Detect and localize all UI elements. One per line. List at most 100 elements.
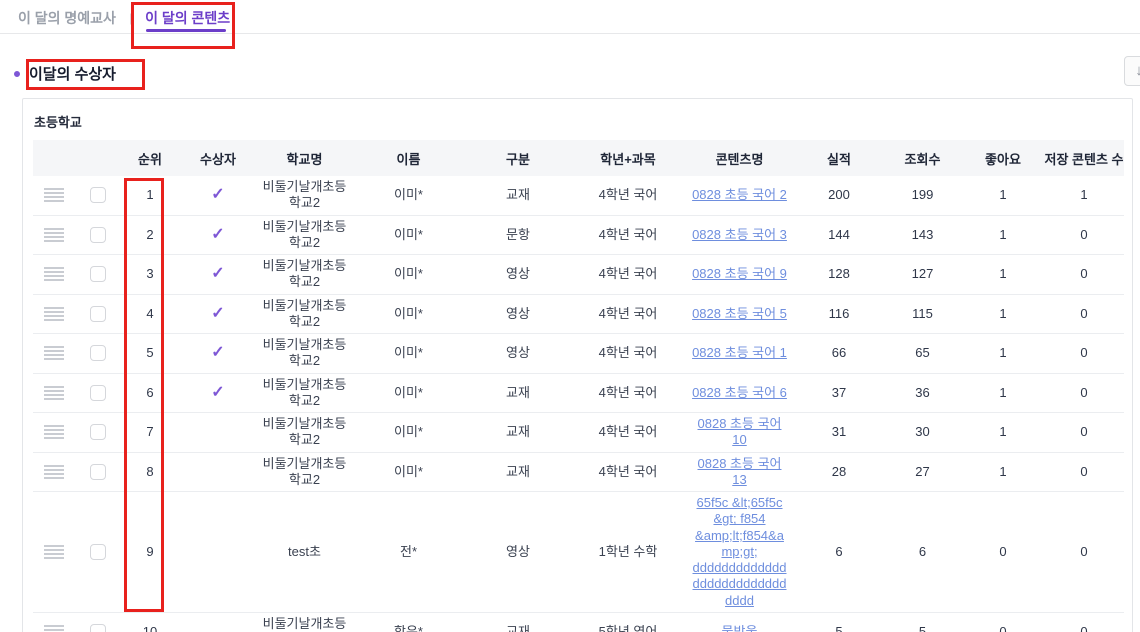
winner-cell: ✓ bbox=[180, 215, 256, 255]
school-cell: 비둘기날개초등학교2 bbox=[262, 416, 347, 448]
saved-count-cell: 0 bbox=[1080, 623, 1088, 632]
tab-monthly-honor-teacher[interactable]: 이 달의 명예교사 bbox=[18, 10, 116, 26]
column-header-7: 학년+과목 bbox=[600, 151, 656, 167]
views-cell: 27 bbox=[915, 463, 930, 479]
content-cell: 0828 초등 국어 9 bbox=[684, 255, 795, 295]
likes-cell: 0 bbox=[999, 543, 1007, 559]
winner-check-icon: ✓ bbox=[211, 225, 225, 243]
row-checkbox[interactable] bbox=[89, 384, 106, 401]
content-link[interactable]: 0828 초등 국어 10 bbox=[697, 416, 782, 448]
winner-cell bbox=[180, 612, 256, 632]
tab-separator: | bbox=[128, 11, 133, 25]
name-cell: 이미* bbox=[394, 226, 423, 242]
winner-cell: ✓ bbox=[180, 373, 256, 413]
row-checkbox[interactable] bbox=[89, 424, 106, 441]
content-link[interactable]: 65f5c &lt;65f5c &gt; f854 &amp;lt;f854&a… bbox=[692, 495, 787, 608]
checkbox-cell bbox=[75, 294, 120, 334]
column-header-9: 실적 bbox=[827, 151, 851, 167]
name-cell: 전* bbox=[399, 543, 418, 559]
drag-handle-cell bbox=[33, 294, 75, 334]
grade-subject-cell: 4학년 국어 bbox=[598, 305, 658, 321]
winner-cell bbox=[180, 492, 256, 613]
grade-subject-cell: 4학년 국어 bbox=[598, 424, 658, 440]
performance-cell: 28 bbox=[831, 463, 847, 479]
section-bullet-icon bbox=[14, 70, 20, 77]
performance-cell: 200 bbox=[828, 187, 850, 203]
column-header-11: 좋아요 bbox=[985, 151, 1021, 167]
content-link[interactable]: 0828 초등 국어 9 bbox=[692, 266, 787, 282]
saved-count-cell: 0 bbox=[1080, 424, 1088, 440]
winner-check-icon: ✓ bbox=[211, 186, 225, 204]
row-checkbox[interactable] bbox=[89, 345, 106, 362]
saved-count-cell: 0 bbox=[1080, 463, 1088, 479]
winner-cell: ✓ bbox=[180, 176, 256, 215]
row-checkbox[interactable] bbox=[89, 543, 106, 560]
column-header-0 bbox=[33, 140, 75, 176]
content-link[interactable]: 0828 초등 국어 2 bbox=[692, 187, 787, 203]
drag-handle-cell bbox=[33, 215, 75, 255]
saved-count-cell: 0 bbox=[1080, 543, 1088, 559]
category-cell: 교재 bbox=[506, 384, 530, 400]
rank-cell: 10 bbox=[142, 623, 158, 632]
drag-handle-icon[interactable] bbox=[44, 464, 64, 479]
checkbox-cell bbox=[75, 413, 120, 453]
grade-subject-cell: 4학년 국어 bbox=[598, 187, 658, 203]
content-cell: 0828 초등 국어 5 bbox=[684, 294, 795, 334]
content-link[interactable]: 0828 초등 국어 3 bbox=[692, 226, 787, 242]
winners-table: 순위 수상자 학교명 이름 구분 학년+과목 콘텐츠명 실적 조회수 좋아요 저장 콘텐츠 수 1 ✓… bbox=[33, 140, 1124, 632]
checkbox-cell bbox=[75, 373, 120, 413]
row-checkbox[interactable] bbox=[89, 305, 106, 322]
performance-cell: 66 bbox=[831, 345, 847, 361]
saved-count-cell: 0 bbox=[1080, 345, 1088, 361]
download-button[interactable]: ↓ bbox=[1124, 56, 1140, 86]
likes-cell: 1 bbox=[999, 266, 1007, 282]
category-cell: 문항 bbox=[506, 226, 530, 242]
views-cell: 143 bbox=[911, 226, 934, 242]
tab-bar: 이 달의 명예교사 | 이 달의 콘텐츠 bbox=[18, 8, 230, 32]
column-header-3: 수상자 bbox=[200, 151, 236, 167]
column-header-8: 콘텐츠명 bbox=[715, 151, 764, 167]
content-link[interactable]: 0828 초등 국어 6 bbox=[692, 384, 787, 400]
drag-handle-icon[interactable] bbox=[44, 227, 64, 242]
drag-handle-icon[interactable] bbox=[44, 188, 64, 203]
content-link[interactable]: 0828 초등 국어 5 bbox=[692, 305, 787, 321]
name-cell: 이미* bbox=[394, 345, 423, 361]
winner-check-icon: ✓ bbox=[211, 383, 225, 401]
column-header-1 bbox=[75, 140, 120, 176]
grade-subject-cell: 5학년 영어 bbox=[598, 623, 658, 632]
content-link[interactable]: 0828 초등 국어 13 bbox=[697, 455, 782, 487]
row-checkbox[interactable] bbox=[89, 266, 106, 283]
drag-handle-icon[interactable] bbox=[44, 306, 64, 321]
winner-cell bbox=[180, 413, 256, 453]
school-cell: 비둘기날개초등학교2 bbox=[262, 337, 347, 369]
table-row: 8 비둘기날개초등학교2 이미* 교재 4학년 국어 0828 초등 국어 13 28 27 1… bbox=[33, 452, 1124, 492]
views-cell: 65 bbox=[915, 345, 930, 361]
drag-handle-icon[interactable] bbox=[44, 544, 64, 559]
row-checkbox[interactable] bbox=[89, 226, 106, 243]
content-link[interactable]: 물방울 bbox=[721, 623, 758, 632]
table-row: 9 test초 전* 영상 1학년 수학 65f5c &lt;65f5c &gt; f85… bbox=[33, 492, 1124, 613]
row-checkbox[interactable] bbox=[89, 187, 106, 204]
drag-handle-cell bbox=[33, 176, 75, 215]
content-link[interactable]: 0828 초등 국어 1 bbox=[692, 345, 787, 361]
tab-monthly-content[interactable]: 이 달의 콘텐츠 bbox=[145, 8, 230, 32]
name-cell: 이미* bbox=[394, 305, 423, 321]
drag-handle-icon[interactable] bbox=[44, 385, 64, 400]
drag-handle-icon[interactable] bbox=[44, 425, 64, 440]
row-checkbox[interactable] bbox=[89, 463, 106, 480]
saved-count-cell: 0 bbox=[1080, 226, 1088, 242]
school-cell: 비둘기날개초등학교2 bbox=[262, 455, 347, 487]
drag-handle-icon[interactable] bbox=[44, 346, 64, 361]
drag-handle-icon[interactable] bbox=[44, 625, 64, 632]
likes-cell: 1 bbox=[999, 187, 1007, 203]
drag-handle-cell bbox=[33, 373, 75, 413]
content-cell: 0828 초등 국어 3 bbox=[684, 215, 795, 255]
winner-check-icon: ✓ bbox=[211, 265, 225, 283]
content-cell: 0828 초등 국어 6 bbox=[684, 373, 795, 413]
rank-cell: 6 bbox=[146, 384, 154, 400]
name-cell: 이미* bbox=[394, 463, 423, 479]
drag-handle-icon[interactable] bbox=[44, 267, 64, 282]
table-row: 5 ✓ 비둘기날개초등학교2 이미* 영상 4학년 국어 0828 초등 국어 1 66 65 1… bbox=[33, 334, 1124, 373]
school-cell: test초 bbox=[288, 543, 321, 559]
row-checkbox[interactable] bbox=[89, 624, 106, 632]
